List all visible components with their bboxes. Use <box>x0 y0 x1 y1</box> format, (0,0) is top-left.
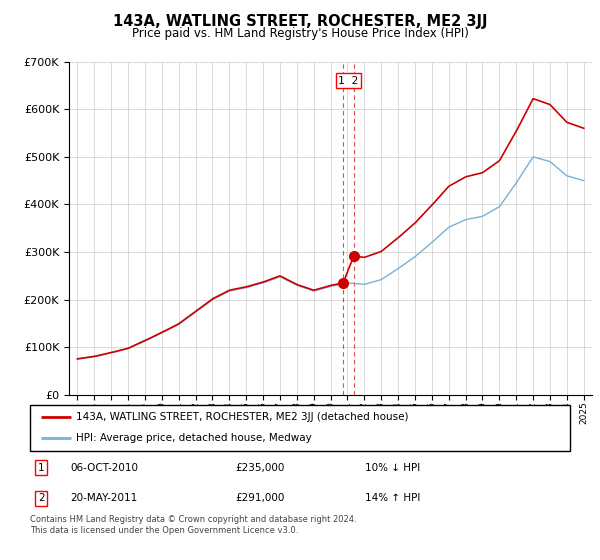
Text: 14% ↑ HPI: 14% ↑ HPI <box>365 493 420 503</box>
Text: 10% ↓ HPI: 10% ↓ HPI <box>365 463 420 473</box>
Text: Price paid vs. HM Land Registry's House Price Index (HPI): Price paid vs. HM Land Registry's House … <box>131 27 469 40</box>
Text: 20-MAY-2011: 20-MAY-2011 <box>71 493 138 503</box>
Text: Contains HM Land Registry data © Crown copyright and database right 2024.
This d: Contains HM Land Registry data © Crown c… <box>30 515 356 535</box>
Text: £235,000: £235,000 <box>235 463 284 473</box>
Text: 143A, WATLING STREET, ROCHESTER, ME2 3JJ: 143A, WATLING STREET, ROCHESTER, ME2 3JJ <box>113 14 487 29</box>
Text: 06-OCT-2010: 06-OCT-2010 <box>71 463 139 473</box>
Text: 1: 1 <box>38 463 45 473</box>
Text: £291,000: £291,000 <box>235 493 284 503</box>
Text: 1 2: 1 2 <box>338 76 359 86</box>
Text: 2: 2 <box>38 493 45 503</box>
FancyBboxPatch shape <box>30 405 570 451</box>
Text: 143A, WATLING STREET, ROCHESTER, ME2 3JJ (detached house): 143A, WATLING STREET, ROCHESTER, ME2 3JJ… <box>76 412 409 422</box>
Text: HPI: Average price, detached house, Medway: HPI: Average price, detached house, Medw… <box>76 433 311 444</box>
